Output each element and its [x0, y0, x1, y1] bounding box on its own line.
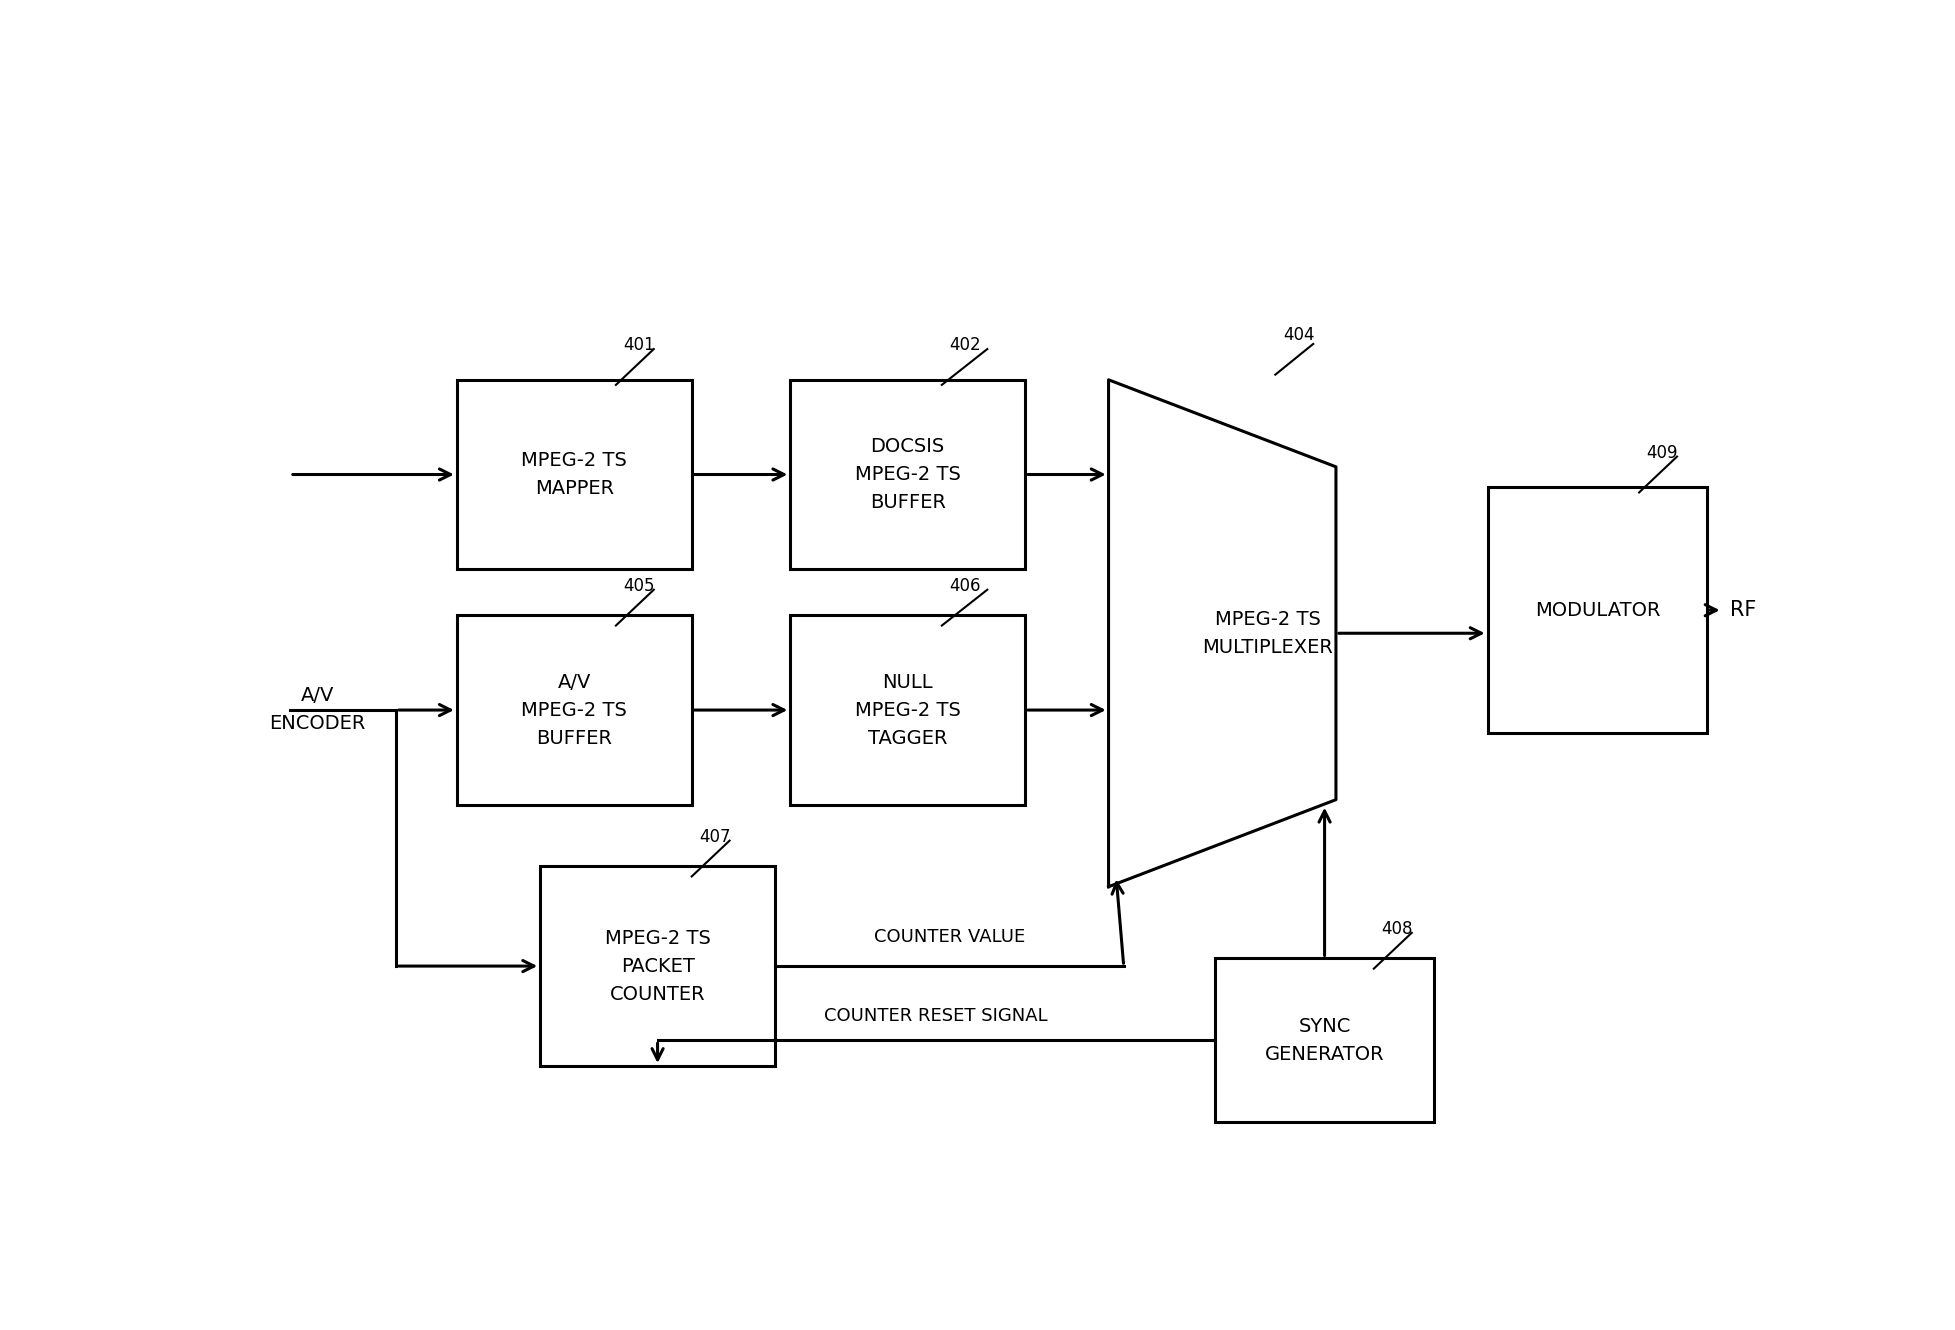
Text: A/V
ENCODER: A/V ENCODER	[270, 686, 366, 733]
Bar	[540, 866, 774, 1065]
Polygon shape	[1108, 380, 1335, 887]
Text: SYNC
GENERATOR: SYNC GENERATOR	[1265, 1017, 1384, 1064]
Text: 402: 402	[948, 336, 981, 354]
Bar	[457, 616, 692, 805]
Text: COUNTER RESET SIGNAL: COUNTER RESET SIGNAL	[823, 1007, 1048, 1025]
Text: MPEG-2 TS
MULTIPLEXER: MPEG-2 TS MULTIPLEXER	[1202, 609, 1333, 657]
Text: MODULATOR: MODULATOR	[1535, 601, 1660, 620]
Text: 405: 405	[624, 577, 655, 595]
Text: A/V
MPEG-2 TS
BUFFER: A/V MPEG-2 TS BUFFER	[520, 673, 628, 747]
Text: MPEG-2 TS
PACKET
COUNTER: MPEG-2 TS PACKET COUNTER	[604, 928, 710, 1004]
Text: 407: 407	[700, 827, 731, 846]
Bar	[457, 380, 692, 569]
Text: DOCSIS
MPEG-2 TS
BUFFER: DOCSIS MPEG-2 TS BUFFER	[854, 438, 960, 512]
Text: RF: RF	[1730, 600, 1756, 620]
Text: 401: 401	[624, 336, 655, 354]
Bar	[790, 616, 1024, 805]
Text: 404: 404	[1282, 326, 1314, 344]
Text: MPEG-2 TS
MAPPER: MPEG-2 TS MAPPER	[520, 451, 628, 497]
Bar	[1486, 487, 1707, 733]
Text: 408: 408	[1380, 920, 1412, 938]
Text: NULL
MPEG-2 TS
TAGGER: NULL MPEG-2 TS TAGGER	[854, 673, 960, 747]
Bar	[1214, 959, 1433, 1123]
Text: COUNTER VALUE: COUNTER VALUE	[874, 927, 1024, 946]
Bar	[790, 380, 1024, 569]
Text: 406: 406	[948, 577, 979, 595]
Text: 409: 409	[1646, 444, 1677, 462]
